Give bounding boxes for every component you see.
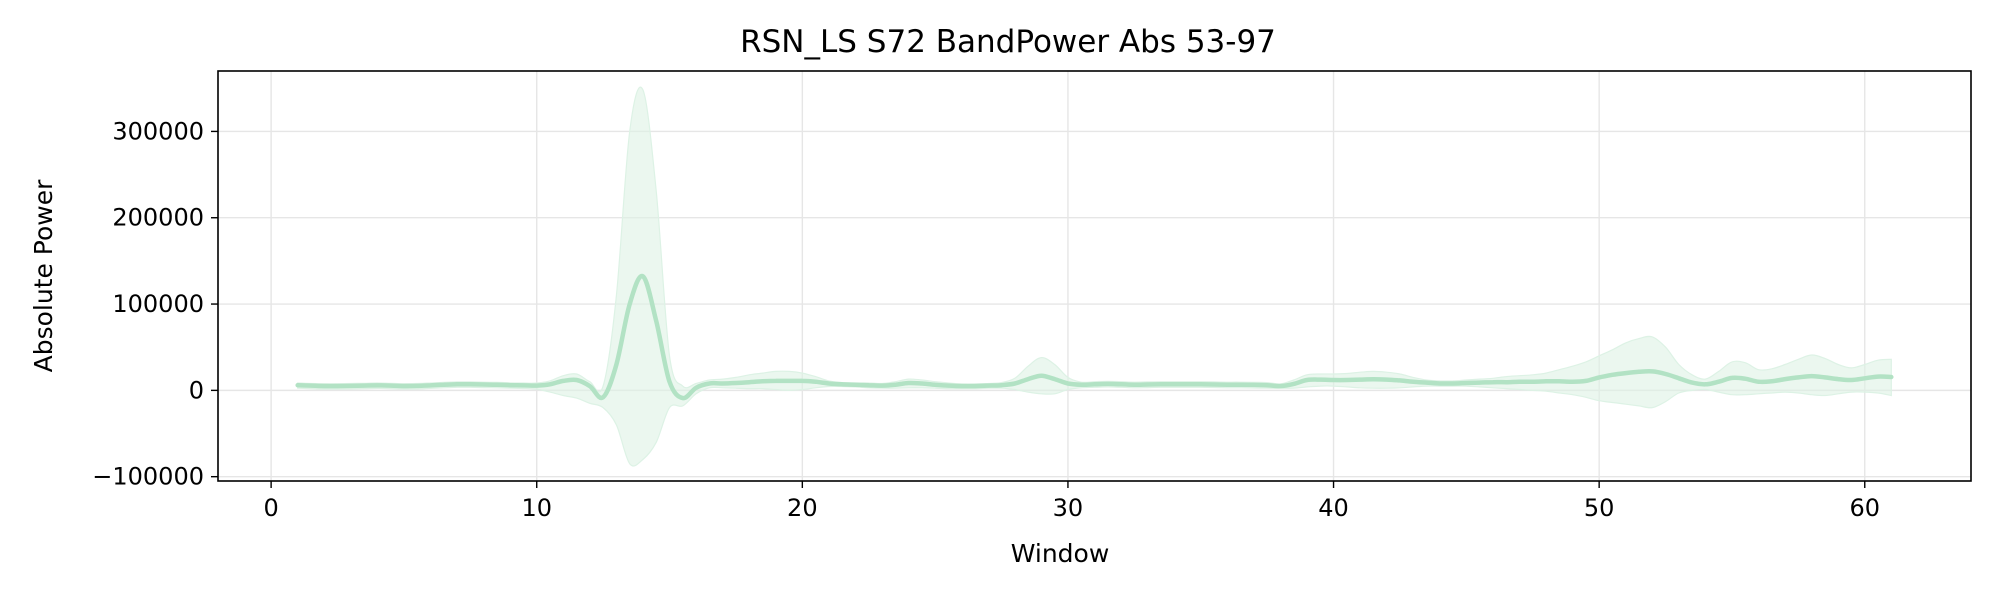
y-tick-label: 100000 <box>112 290 204 318</box>
y-axis-label: Absolute Power <box>29 179 58 373</box>
plot-frame <box>217 70 1972 482</box>
x-tick-label: 10 <box>521 494 552 522</box>
grid <box>218 71 1971 481</box>
x-tick-label: 60 <box>1849 494 1880 522</box>
y-tick-label: 200000 <box>112 204 204 232</box>
x-axis: 0 10 20 30 40 50 60 <box>263 481 1880 522</box>
x-axis-label: Window <box>1011 539 1110 568</box>
x-tick-label: 50 <box>1584 494 1615 522</box>
y-tick-label: −100000 <box>92 463 204 491</box>
x-tick-label: 0 <box>263 494 278 522</box>
x-tick-label: 40 <box>1318 494 1349 522</box>
y-axis: −100000 0 100000 200000 300000 <box>92 117 218 491</box>
x-tick-label: 20 <box>787 494 818 522</box>
y-tick-label: 0 <box>189 376 204 404</box>
y-tick-label: 300000 <box>112 117 204 145</box>
series-mean-line <box>295 273 1894 401</box>
chart-title: RSN_LS S72 BandPower Abs 53-97 <box>740 24 1276 60</box>
x-tick-label: 30 <box>1053 494 1084 522</box>
series-band <box>297 86 1892 467</box>
